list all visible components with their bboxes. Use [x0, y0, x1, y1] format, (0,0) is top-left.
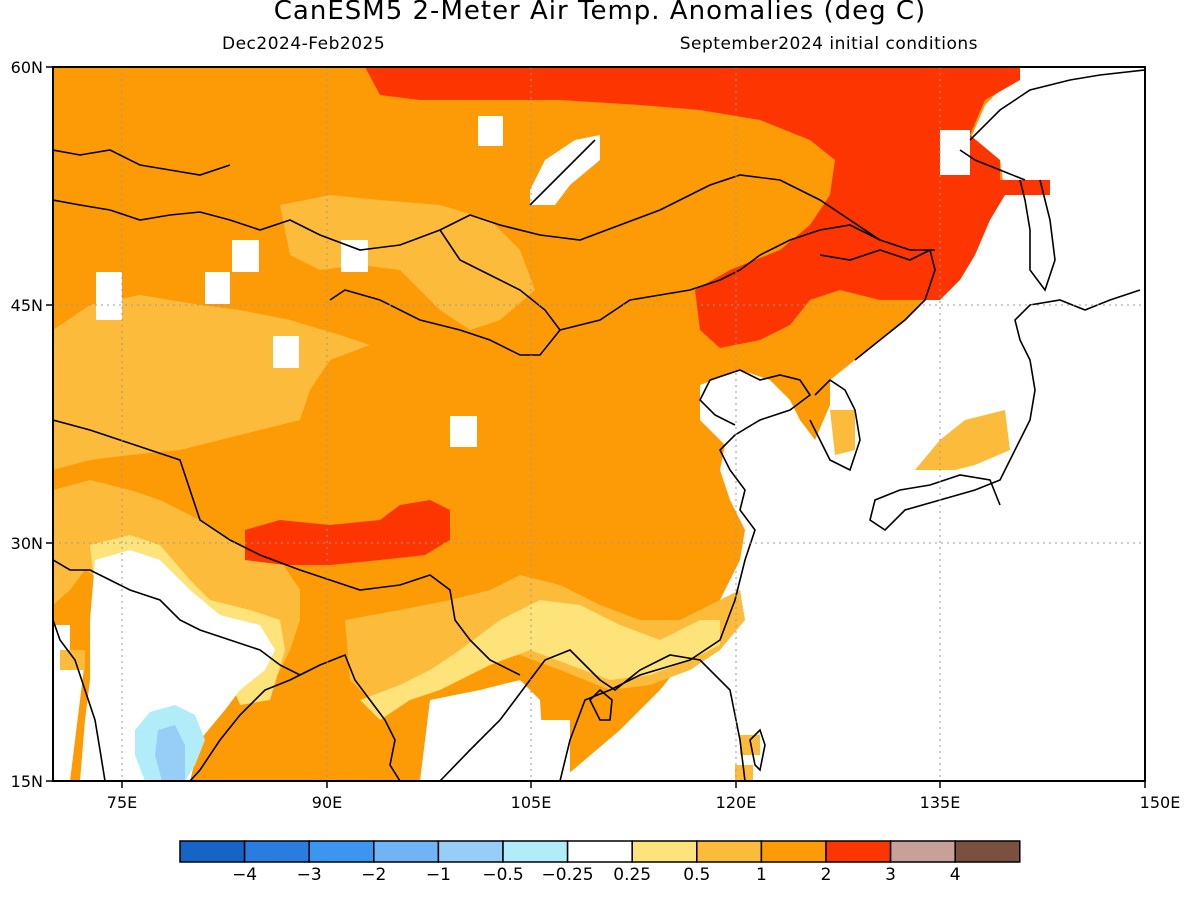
- lon-labels: 75E 90E 105E 120E 135E 150E: [107, 793, 1181, 812]
- colorbar-swatch: [502, 840, 569, 863]
- map-title: CanESM5 2-Meter Air Temp. Anomalies (deg…: [273, 0, 927, 26]
- field-2-to-3-tibet: [245, 500, 450, 565]
- lon-label: 120E: [716, 793, 757, 812]
- colorbar-label: −3: [297, 865, 322, 885]
- colorbar-swatch: [566, 840, 633, 863]
- colorbar-swatch: [760, 840, 827, 863]
- colorbar-label: −1: [426, 865, 451, 885]
- lat-labels: 60N 45N 30N 15N: [11, 58, 43, 791]
- colorbar-swatch: [825, 840, 892, 863]
- lon-label: 90E: [312, 793, 342, 812]
- colorbar-label: −2: [361, 865, 386, 885]
- field-neg0_5-to-neg1: [155, 725, 185, 781]
- colorbar-label: 4: [950, 865, 961, 885]
- colorbar-swatch: [889, 840, 956, 863]
- colorbar-label: 3: [885, 865, 896, 885]
- field-2-to-3-northeast: [365, 67, 1050, 348]
- init-label: September2024 initial conditions: [679, 34, 978, 54]
- colorbar-label: 0.5: [683, 865, 710, 885]
- lat-label: 60N: [11, 58, 43, 77]
- lon-label: 105E: [511, 793, 552, 812]
- graticule: [53, 67, 1145, 781]
- colorbar-swatch: [437, 840, 504, 863]
- lon-label: 135E: [920, 793, 961, 812]
- colorbar-swatch: [631, 840, 698, 863]
- colorbar-label: −4: [232, 865, 257, 885]
- colorbar-label: −0.5: [482, 865, 523, 885]
- lat-label: 15N: [11, 772, 43, 791]
- anomaly-field: [53, 67, 1145, 781]
- colorbar-swatch: [243, 840, 310, 863]
- lat-label: 30N: [11, 534, 43, 553]
- colorbar-label: 1: [756, 865, 767, 885]
- colorbar-swatch: [696, 840, 763, 863]
- colorbar-swatch: [179, 840, 246, 863]
- colorbar-swatch: [954, 840, 1021, 863]
- period-label: Dec2024-Feb2025: [222, 34, 386, 54]
- lat-label: 45N: [11, 296, 43, 315]
- axis-ticks: [46, 66, 1146, 788]
- field-neutral-india: [80, 550, 275, 781]
- field-0_25-to-0_5-south-china: [360, 600, 720, 720]
- colorbar-label: 2: [821, 865, 832, 885]
- coastline-borders: [53, 69, 1145, 781]
- field-0_5-to-1-kazakh: [280, 195, 535, 330]
- colorbar-label: −0.25: [542, 865, 594, 885]
- lon-label: 75E: [107, 793, 137, 812]
- lon-label: 150E: [1140, 793, 1181, 812]
- colorbar-swatch: [373, 840, 440, 863]
- map-frame: [52, 66, 1146, 782]
- colorbar-label: 0.25: [613, 865, 651, 885]
- colorbar-swatch: [308, 840, 375, 863]
- colorbar: −4 −3 −2 −1 −0.5 −0.25 0.25 0.5 1 2 3 4: [179, 840, 1021, 885]
